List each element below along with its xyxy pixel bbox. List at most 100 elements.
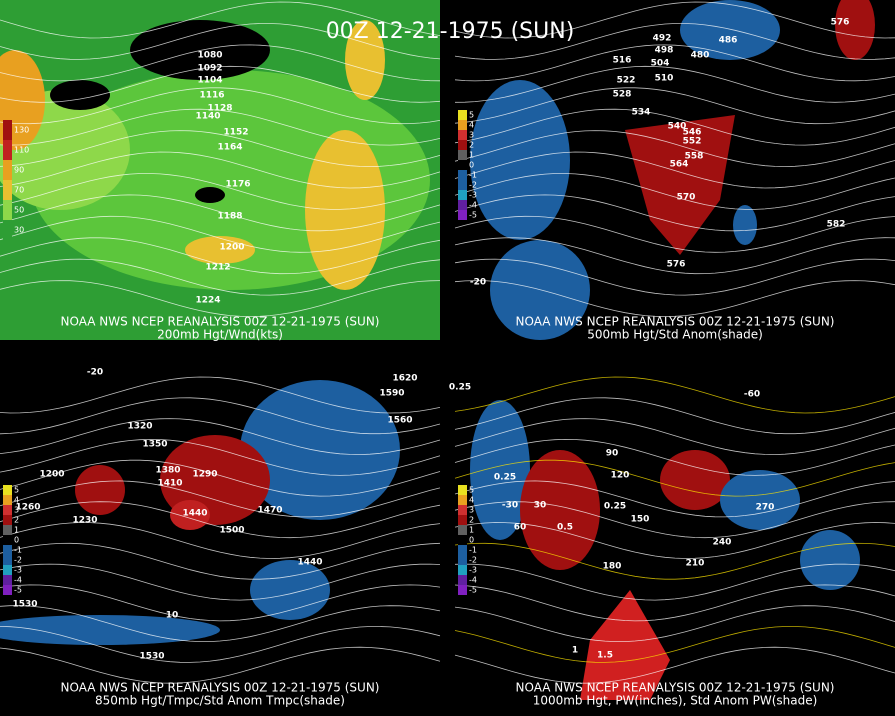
contour-line [0,237,441,275]
panel-caption: 500mb Hgt/Std Anom(shade) [587,328,763,342]
contour-line [454,522,895,559]
contour-label: 552 [683,137,702,147]
legend-swatch [3,160,12,180]
contour-label: 0.25 [449,383,471,393]
legend-label: 2 [469,516,474,525]
legend-label: -5 [14,586,22,595]
legend-label: -1 [469,171,477,180]
contour-line [454,258,895,296]
contour-label: 120 [611,471,630,481]
contour-label: 210 [686,559,705,569]
legend-swatch [3,535,12,545]
legend-swatch [458,525,467,535]
contour-label: 510 [655,74,674,84]
contour-label: 1620 [392,374,417,384]
legend-label: -4 [469,576,477,585]
map-title: 00Z 12-21-1975 (SUN) [326,19,575,44]
legend-swatch [458,190,467,200]
legend-swatch [458,565,467,575]
legend-label: 2 [14,516,19,525]
contour-line [454,194,895,232]
contour-label: 30 [534,501,547,511]
legend-label: 0 [14,536,19,545]
contour-line [0,501,441,539]
contour-line [454,130,895,168]
contour-line [0,418,441,456]
contour-label: 0.25 [494,473,516,483]
contour-line [0,584,441,622]
contour-line [454,626,895,663]
contour-line [0,605,441,642]
contour-label: 270 [756,503,775,513]
contour-line [0,480,441,518]
contour-line [0,173,441,210]
contour-label: 1530 [12,600,37,610]
legend-label: 3 [469,506,474,515]
contour-line [454,215,895,253]
contour-label: -20 [470,278,486,288]
contour-line [454,501,895,539]
contour-label: 1104 [197,76,222,86]
legend-swatch [458,170,467,180]
contour-line [0,65,441,103]
panel-header: NOAA NWS NCEP REANALYSIS 00Z 12-21-1975 … [61,315,380,329]
contour-label: 498 [655,46,674,56]
contour-label: 1 [572,646,578,656]
contour-line [0,194,441,232]
legend-label: 90 [14,166,24,175]
legend-label: 1 [469,151,474,160]
legend-label: -5 [469,211,477,220]
legend-swatch [458,585,467,595]
legend-label: 130 [14,126,29,135]
contour-label: 546 [683,128,702,138]
legend-swatch [458,535,467,545]
contour-line [454,397,895,435]
contour-label: 240 [713,538,732,548]
contour-label: 1128 [207,104,232,114]
contour-label: 1260 [15,503,40,513]
panel-header: NOAA NWS NCEP REANALYSIS 00Z 12-21-1975 … [516,681,835,695]
contour-line [0,376,441,414]
contour-line [454,376,895,414]
contour-label: 1440 [182,509,207,519]
contour-line [0,397,441,435]
contour-line [454,23,895,60]
contour-label: 1176 [225,180,250,190]
contour-label: 1140 [195,112,220,122]
contour-label: 540 [668,122,687,132]
contour-line [0,87,441,125]
contour-label: 150 [631,515,650,525]
legend-swatch [3,575,12,585]
legend-label: 1 [469,526,474,535]
legend-swatch [3,120,12,140]
contour-line [454,151,895,189]
panel-header: NOAA NWS NCEP REANALYSIS 00Z 12-21-1975 … [516,315,835,329]
contour-label: 1164 [217,143,242,153]
legend-swatch [458,110,467,120]
contour-line [454,563,895,601]
legend-label: 30 [14,226,24,235]
contour-line [454,459,895,497]
contour-label: 582 [827,220,846,230]
contour-label: 1.5 [597,651,613,661]
contour-label: 1320 [127,422,152,432]
contour-label: 1560 [387,416,412,426]
legend-label: 5 [14,486,19,495]
contour-line [0,646,441,684]
contour-line [0,438,441,476]
legend-swatch [458,515,467,525]
contour-label: 1212 [205,263,230,273]
panel-caption: 1000mb Hgt, PW(inches), Std Anom PW(shad… [533,694,818,708]
legend-swatch [3,565,12,575]
contour-label: 1224 [195,296,220,306]
contour-label: 1116 [199,91,224,101]
legend-swatch [458,545,467,555]
legend-label: 1 [14,526,19,535]
contour-line [454,173,895,210]
contour-label: 1152 [223,128,248,138]
contour-line [0,215,441,253]
legend-swatch [3,180,12,200]
contour-label: 180 [603,562,622,572]
legend-swatch [3,140,12,160]
legend-label: -5 [469,586,477,595]
